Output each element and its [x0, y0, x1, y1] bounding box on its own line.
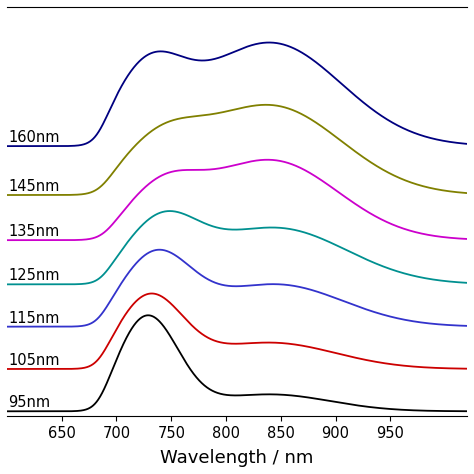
Text: 115nm: 115nm: [8, 311, 59, 326]
Text: 135nm: 135nm: [8, 224, 59, 239]
Text: 95nm: 95nm: [8, 395, 50, 410]
Text: 125nm: 125nm: [8, 268, 60, 283]
X-axis label: Wavelength / nm: Wavelength / nm: [160, 449, 314, 467]
Text: 160nm: 160nm: [8, 130, 60, 145]
Text: 145nm: 145nm: [8, 179, 59, 194]
Text: 105nm: 105nm: [8, 353, 60, 368]
